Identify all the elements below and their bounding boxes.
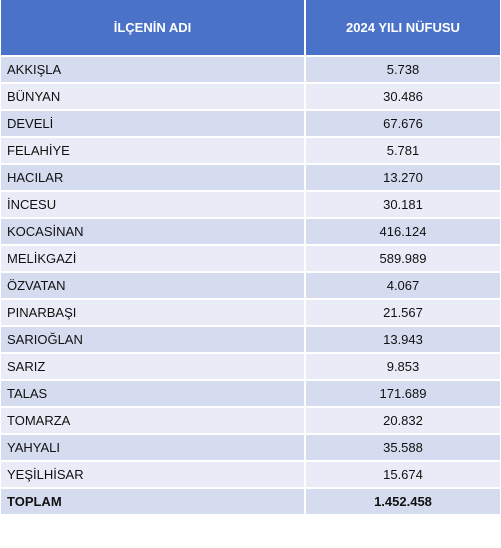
header-cell: İLÇENİN ADI bbox=[1, 0, 304, 55]
population: 5.738 bbox=[306, 57, 500, 82]
population: 35.588 bbox=[306, 435, 500, 460]
district-name: MELİKGAZİ bbox=[1, 246, 304, 271]
district-name: KOCASİNAN bbox=[1, 219, 304, 244]
district-name: TALAS bbox=[1, 381, 304, 406]
population: 171.689 bbox=[306, 381, 500, 406]
population: 13.270 bbox=[306, 165, 500, 190]
district-name: YEŞİLHİSAR bbox=[1, 462, 304, 487]
district-name: AKKIŞLA bbox=[1, 57, 304, 82]
district-name: TOMARZA bbox=[1, 408, 304, 433]
population: 30.181 bbox=[306, 192, 500, 217]
district-name: PINARBAŞI bbox=[1, 300, 304, 325]
district-name: BÜNYAN bbox=[1, 84, 304, 109]
population: 20.832 bbox=[306, 408, 500, 433]
population: 9.853 bbox=[306, 354, 500, 379]
total-label: TOPLAM bbox=[1, 489, 304, 514]
district-name: SARIZ bbox=[1, 354, 304, 379]
population: 416.124 bbox=[306, 219, 500, 244]
population: 5.781 bbox=[306, 138, 500, 163]
population: 589.989 bbox=[306, 246, 500, 271]
population: 21.567 bbox=[306, 300, 500, 325]
district-name: DEVELİ bbox=[1, 111, 304, 136]
population: 15.674 bbox=[306, 462, 500, 487]
header-cell: 2024 YILI NÜFUSU bbox=[306, 0, 500, 55]
population: 30.486 bbox=[306, 84, 500, 109]
district-name: ÖZVATAN bbox=[1, 273, 304, 298]
district-name: FELAHİYE bbox=[1, 138, 304, 163]
district-name: İNCESU bbox=[1, 192, 304, 217]
district-name: HACILAR bbox=[1, 165, 304, 190]
total-value: 1.452.458 bbox=[306, 489, 500, 514]
district-name: SARIOĞLAN bbox=[1, 327, 304, 352]
district-name: YAHYALI bbox=[1, 435, 304, 460]
population: 67.676 bbox=[306, 111, 500, 136]
population: 13.943 bbox=[306, 327, 500, 352]
population-table: İLÇENİN ADI 2024 YILI NÜFUSU AKKIŞLA 5.73… bbox=[1, 0, 500, 514]
population: 4.067 bbox=[306, 273, 500, 298]
